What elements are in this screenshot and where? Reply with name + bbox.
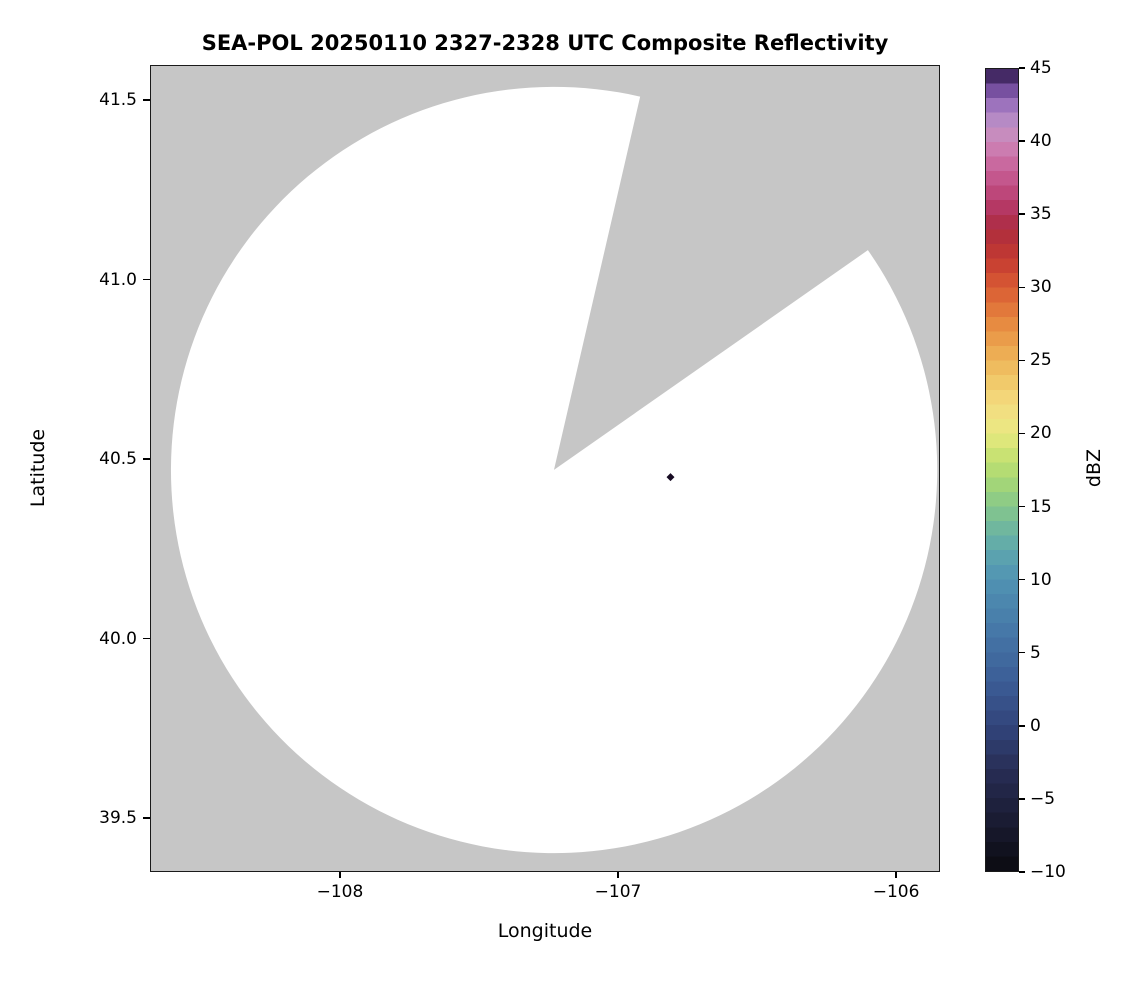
radar-coverage-area	[170, 86, 938, 854]
x-tick-mark	[339, 872, 341, 878]
colorbar-tick-mark	[1019, 213, 1025, 215]
y-tick-label: 41.0	[99, 269, 137, 290]
colorbar-tick-mark	[1019, 505, 1025, 508]
colorbar-tick-label: 35	[1030, 204, 1052, 225]
colorbar-tick-label: 0	[1030, 715, 1041, 736]
x-tick-label: −107	[594, 882, 642, 902]
y-tick-label: 39.5	[99, 808, 137, 829]
x-tick-label: −106	[872, 882, 920, 902]
y-tick-mark	[143, 99, 150, 101]
colorbar-tick-mark	[1019, 798, 1025, 800]
y-tick-mark	[143, 278, 150, 281]
echo-point-marker	[666, 473, 675, 482]
colorbar-tick-label: 30	[1030, 277, 1052, 298]
radar-map	[170, 86, 938, 854]
colorbar-tick-mark	[1019, 140, 1025, 142]
colorbar-tick-label: 15	[1030, 496, 1052, 517]
colorbar-label: dBZ	[1083, 448, 1105, 488]
colorbar-tick-label: 40	[1030, 131, 1052, 152]
colorbar-tick-mark	[1019, 871, 1025, 873]
x-tick-mark	[895, 872, 897, 878]
colorbar-tick-label: 20	[1030, 423, 1052, 444]
colorbar-tick-mark	[1019, 725, 1025, 727]
chart-title: SEA-POL 20250110 2327-2328 UTC Composite…	[201, 31, 889, 55]
colorbar-tick-label: 45	[1030, 58, 1052, 78]
y-tick-label: 41.5	[99, 90, 137, 111]
colorbar-gradient	[986, 69, 1018, 871]
y-tick-label: 40.0	[99, 628, 137, 649]
colorbar-tick-mark	[1019, 651, 1025, 654]
y-tick-label: 40.5	[99, 449, 137, 470]
colorbar-tick-mark	[1019, 432, 1025, 435]
colorbar-tick-label: 10	[1030, 569, 1052, 590]
colorbar-tick-mark	[1019, 67, 1025, 69]
colorbar-tick-label: 25	[1030, 350, 1052, 371]
x-axis-label: Longitude	[497, 920, 593, 942]
plot-area	[150, 65, 940, 872]
y-tick-mark	[143, 637, 150, 640]
colorbar-tick-label: −5	[1030, 788, 1056, 809]
colorbar	[985, 68, 1019, 872]
x-tick-mark	[617, 872, 619, 878]
colorbar-tick-label: −10	[1030, 862, 1066, 882]
y-tick-mark	[143, 458, 150, 460]
colorbar-tick-label: 5	[1030, 642, 1041, 663]
colorbar-tick-mark	[1019, 578, 1025, 581]
x-tick-label: −108	[316, 882, 364, 902]
colorbar-tick-mark	[1019, 286, 1025, 289]
y-tick-mark	[143, 817, 150, 819]
colorbar-tick-mark	[1019, 359, 1025, 362]
